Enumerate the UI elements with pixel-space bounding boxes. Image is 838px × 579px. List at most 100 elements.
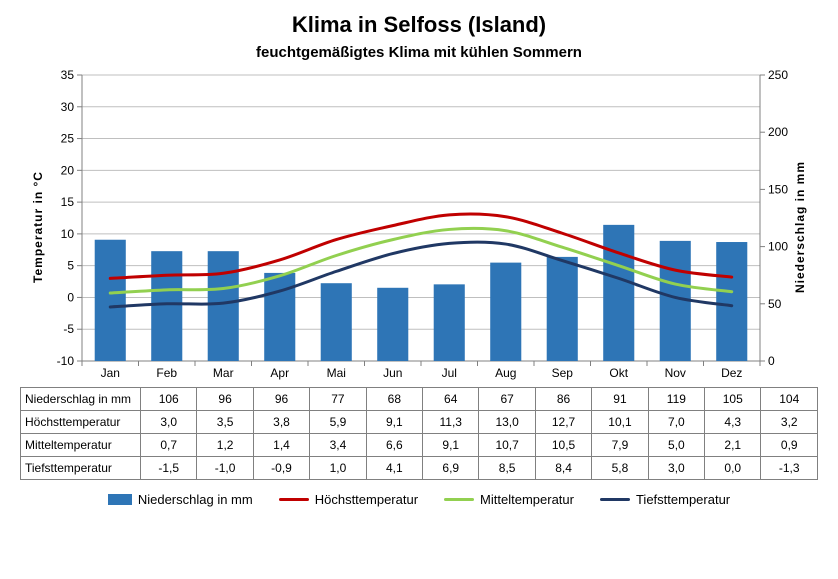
cell: 77: [310, 388, 366, 411]
legend-swatch-high: [279, 498, 309, 501]
svg-text:10: 10: [61, 227, 75, 241]
cell: 9,1: [423, 434, 479, 457]
svg-text:Apr: Apr: [270, 366, 289, 380]
svg-text:25: 25: [61, 132, 75, 146]
legend-label-mean: Mitteltemperatur: [480, 492, 574, 507]
cell: 5,9: [310, 411, 366, 434]
cell: 7,0: [648, 411, 704, 434]
chart-subtitle: feuchtgemäßigtes Klima mit kühlen Sommer…: [20, 44, 818, 61]
svg-text:0: 0: [768, 354, 775, 368]
svg-text:150: 150: [768, 182, 788, 196]
cell: 96: [197, 388, 253, 411]
cell: 64: [423, 388, 479, 411]
row-header: Mitteltemperatur: [21, 434, 141, 457]
svg-text:Jun: Jun: [383, 366, 402, 380]
row-header: Tiefsttemperatur: [21, 457, 141, 480]
svg-text:Jul: Jul: [442, 366, 457, 380]
svg-text:35: 35: [61, 68, 75, 82]
cell: 9,1: [366, 411, 422, 434]
legend-item-low: Tiefsttemperatur: [600, 492, 730, 507]
svg-text:Okt: Okt: [609, 366, 628, 380]
cell: 104: [761, 388, 818, 411]
legend-item-precip: Niederschlag in mm: [108, 492, 253, 507]
cell: 8,4: [535, 457, 591, 480]
svg-text:250: 250: [768, 68, 788, 82]
legend-label-high: Höchsttemperatur: [315, 492, 418, 507]
cell: 0,0: [705, 457, 761, 480]
chart-area: Temperatur in °C Niederschlag in mm -10-…: [20, 67, 818, 387]
cell: 67: [479, 388, 535, 411]
svg-text:0: 0: [67, 290, 74, 304]
cell: 3,2: [761, 411, 818, 434]
legend-swatch-mean: [444, 498, 474, 501]
svg-text:-10: -10: [57, 354, 75, 368]
svg-text:Feb: Feb: [156, 366, 177, 380]
cell: 5,0: [648, 434, 704, 457]
legend-label-precip: Niederschlag in mm: [138, 492, 253, 507]
table-row: Höchsttemperatur3,03,53,85,99,111,313,01…: [21, 411, 818, 434]
cell: 3,4: [310, 434, 366, 457]
cell: 0,9: [761, 434, 818, 457]
cell: 11,3: [423, 411, 479, 434]
svg-text:20: 20: [61, 163, 75, 177]
svg-text:Aug: Aug: [495, 366, 516, 380]
svg-text:Jan: Jan: [101, 366, 120, 380]
row-header: Höchsttemperatur: [21, 411, 141, 434]
cell: 0,7: [141, 434, 197, 457]
cell: 86: [535, 388, 591, 411]
legend-label-low: Tiefsttemperatur: [636, 492, 730, 507]
legend: Niederschlag in mm Höchsttemperatur Mitt…: [20, 492, 818, 507]
svg-text:Nov: Nov: [665, 366, 686, 380]
cell: -1,3: [761, 457, 818, 480]
cell: 10,5: [535, 434, 591, 457]
svg-text:Mai: Mai: [327, 366, 346, 380]
svg-text:100: 100: [768, 240, 788, 254]
cell: 105: [705, 388, 761, 411]
cell: 68: [366, 388, 422, 411]
cell: 96: [253, 388, 309, 411]
cell: 6,9: [423, 457, 479, 480]
cell: 3,5: [197, 411, 253, 434]
table-row: Mitteltemperatur0,71,21,43,46,69,110,710…: [21, 434, 818, 457]
svg-text:Mar: Mar: [213, 366, 234, 380]
svg-text:15: 15: [61, 195, 75, 209]
svg-text:-5: -5: [63, 322, 74, 336]
cell: 10,1: [592, 411, 648, 434]
legend-swatch-low: [600, 498, 630, 501]
cell: 1,2: [197, 434, 253, 457]
chart-title: Klima in Selfoss (Island): [20, 12, 818, 38]
cell: 5,8: [592, 457, 648, 480]
svg-text:Dez: Dez: [721, 366, 742, 380]
legend-item-mean: Mitteltemperatur: [444, 492, 574, 507]
chart-svg: -10 -5 0 5 10 15 20 25 30 35 0 50 100 150 200 250 Jan Feb…: [20, 67, 818, 387]
legend-swatch-bar: [108, 494, 132, 505]
table-row: Tiefsttemperatur-1,5-1,0-0,91,04,16,98,5…: [21, 457, 818, 480]
cell: 8,5: [479, 457, 535, 480]
cell: -1,0: [197, 457, 253, 480]
legend-item-high: Höchsttemperatur: [279, 492, 418, 507]
cell: 2,1: [705, 434, 761, 457]
cell: 3,0: [141, 411, 197, 434]
cell: 4,1: [366, 457, 422, 480]
cell: 1,4: [253, 434, 309, 457]
svg-text:200: 200: [768, 125, 788, 139]
svg-text:30: 30: [61, 100, 75, 114]
cell: -0,9: [253, 457, 309, 480]
row-header: Niederschlag in mm: [21, 388, 141, 411]
svg-text:5: 5: [67, 259, 74, 273]
cell: 10,7: [479, 434, 535, 457]
cell: 4,3: [705, 411, 761, 434]
cell: 13,0: [479, 411, 535, 434]
cell: 91: [592, 388, 648, 411]
cell: 7,9: [592, 434, 648, 457]
svg-text:50: 50: [768, 297, 782, 311]
cell: 106: [141, 388, 197, 411]
cell: -1,5: [141, 457, 197, 480]
data-table: Niederschlag in mm1069696776864678691119…: [20, 387, 818, 480]
cell: 12,7: [535, 411, 591, 434]
cell: 1,0: [310, 457, 366, 480]
cell: 119: [648, 388, 704, 411]
svg-text:Sep: Sep: [552, 366, 574, 380]
cell: 6,6: [366, 434, 422, 457]
table-row: Niederschlag in mm1069696776864678691119…: [21, 388, 818, 411]
